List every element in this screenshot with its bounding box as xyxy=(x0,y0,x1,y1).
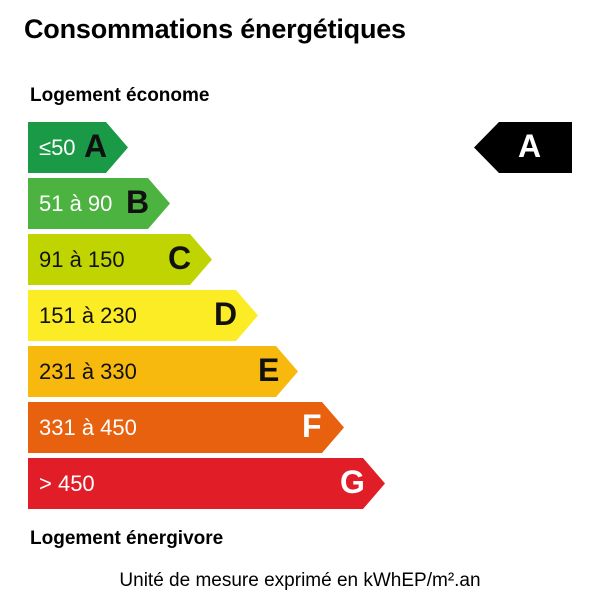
page-title: Consommations énergétiques xyxy=(24,14,406,44)
band-d-letter: D xyxy=(214,296,238,332)
band-b-letter: B xyxy=(126,184,150,220)
band-b: 51 à 90 B xyxy=(28,178,170,229)
band-g: > 450 G xyxy=(28,458,385,509)
band-d-range: 151 à 230 xyxy=(39,303,137,328)
band-a: ≤50 A xyxy=(28,122,128,173)
band-e-range: 231 à 330 xyxy=(39,359,137,384)
band-a-letter: A xyxy=(84,128,108,164)
band-f: 331 à 450 F xyxy=(28,402,344,453)
current-class-indicator: A xyxy=(474,122,572,173)
band-g-range: > 450 xyxy=(39,471,95,496)
energy-hungry-housing-label: Logement énergivore xyxy=(30,528,224,549)
band-f-range: 331 à 450 xyxy=(39,415,137,440)
band-c: 91 à 150 C xyxy=(28,234,212,285)
band-d: 151 à 230 D xyxy=(28,290,258,341)
band-e: 231 à 330 E xyxy=(28,346,298,397)
band-g-letter: G xyxy=(340,464,365,500)
band-c-letter: C xyxy=(168,240,192,276)
unit-note: Unité de mesure exprimé en kWhEP/m².an xyxy=(119,570,481,591)
band-c-range: 91 à 150 xyxy=(39,247,125,272)
band-e-letter: E xyxy=(258,352,280,388)
band-a-range: ≤50 xyxy=(39,135,76,160)
band-f-letter: F xyxy=(302,408,322,444)
band-b-range: 51 à 90 xyxy=(39,191,113,216)
efficient-housing-label: Logement économe xyxy=(30,85,210,106)
current-class-letter: A xyxy=(518,128,542,164)
